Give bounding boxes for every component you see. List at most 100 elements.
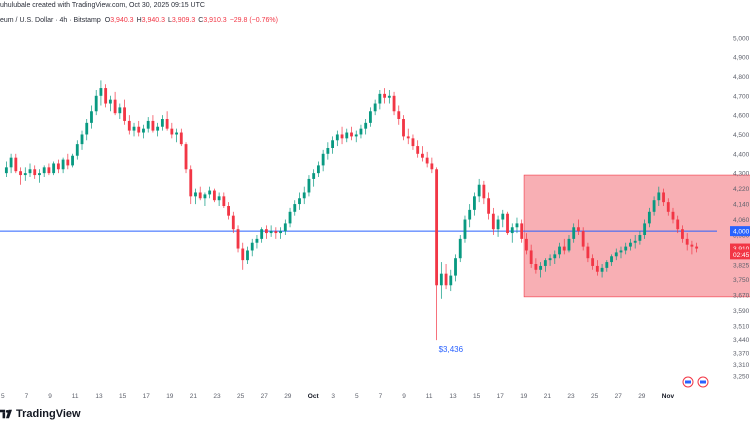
x-axis-tick-label: 25 — [237, 393, 245, 400]
candle-body — [435, 169, 439, 286]
candle-body — [222, 196, 226, 206]
candle-body — [85, 122, 89, 135]
candle-body — [600, 267, 604, 272]
candle-body — [179, 132, 183, 145]
candle-body — [56, 163, 60, 170]
candle-body — [9, 157, 13, 168]
tradingview-logo-text: TradingView — [16, 408, 81, 420]
x-axis-tick-label: 9 — [48, 393, 52, 400]
candle-body — [473, 196, 476, 210]
x-axis-tick-label: 27 — [615, 393, 623, 400]
candle-body — [496, 219, 500, 230]
x-axis-tick-label: 11 — [426, 393, 433, 400]
candle-body — [104, 88, 108, 104]
candle-body — [430, 163, 434, 170]
candle-body — [690, 244, 694, 247]
candle-body — [652, 200, 656, 212]
candle-body — [75, 144, 79, 156]
candle-body — [534, 264, 538, 270]
candle-body — [108, 99, 112, 104]
candle-body — [227, 206, 230, 216]
candle-body — [392, 95, 396, 112]
candle-body — [61, 159, 65, 170]
price-axis-tag-label: 02:45 — [733, 252, 750, 259]
economic-event-flag — [685, 380, 691, 384]
ohlc-key: H — [136, 17, 142, 24]
candle-body — [510, 227, 514, 234]
price-axis-tag — [730, 243, 750, 254]
candle-body — [142, 128, 145, 133]
level-axis-tag — [730, 226, 750, 237]
ohlc-value: 3,940.3 — [141, 17, 165, 24]
candle-body — [562, 246, 566, 251]
x-axis-tick-label: 5 — [355, 393, 359, 400]
ohlc-value: 3,909.3 — [171, 17, 196, 24]
candle-body — [302, 192, 306, 199]
candle-body — [42, 167, 46, 174]
candle-body — [425, 157, 429, 164]
candle-body — [283, 223, 287, 232]
candle-body — [463, 219, 467, 239]
x-axis-tick-label: 29 — [284, 393, 292, 400]
candle-body — [260, 229, 264, 239]
candle-body — [629, 242, 632, 247]
y-axis-tick-label: 4,220 — [733, 186, 750, 193]
x-axis-tick-label: 25 — [591, 393, 599, 400]
candle-body — [127, 120, 131, 131]
ohlc-key: L — [168, 17, 172, 24]
candle-body — [198, 192, 202, 199]
candle-body — [695, 246, 699, 249]
candle-body — [146, 120, 150, 129]
candle-body — [231, 215, 235, 230]
y-axis-tick-label: 3,750 — [733, 277, 750, 284]
range-box[interactable] — [523, 174, 750, 298]
candle-body — [468, 209, 472, 220]
candle-body — [14, 157, 18, 172]
candle-body — [47, 167, 51, 174]
candle-body — [411, 138, 415, 147]
x-axis-tick-label: 19 — [520, 393, 528, 400]
candle-body — [681, 229, 684, 239]
candle-body — [558, 246, 561, 255]
candle-body — [71, 155, 74, 166]
x-axis-tick-label: 15 — [473, 393, 481, 400]
y-axis-tick-label: 4,140 — [733, 202, 750, 209]
ohlc-value: 3,910.3 — [203, 17, 227, 24]
candle-body — [543, 260, 547, 266]
candle-body — [156, 126, 160, 131]
candle-body — [619, 250, 623, 253]
tradingview-logo-icon — [0, 409, 12, 419]
candle-body — [449, 275, 453, 286]
price-axis-tag — [730, 249, 750, 260]
x-axis-tick-label: 19 — [166, 393, 174, 400]
candle-body — [212, 190, 216, 201]
candle-body — [298, 198, 301, 205]
tradingview-logo[interactable]: TradingView — [0, 408, 81, 420]
candle-body — [354, 134, 358, 137]
candle-body — [421, 153, 424, 158]
candle-body — [90, 111, 93, 123]
candle-body — [643, 223, 647, 235]
economic-event-flag — [700, 380, 706, 384]
candle-body — [66, 159, 70, 166]
x-axis-tick-label: 11 — [72, 393, 79, 400]
candle-body — [99, 88, 103, 96]
candle-body — [416, 146, 420, 154]
candle-body — [520, 223, 524, 239]
candle-body — [553, 254, 557, 259]
candle-body — [264, 229, 268, 234]
y-axis-tick-label: 4,600 — [733, 113, 750, 120]
symbol-name[interactable]: eum / U.S. Dollar · 4h · Bitstamp — [0, 17, 101, 24]
candle-body — [614, 252, 618, 257]
candle-body — [335, 134, 339, 141]
x-axis-tick-label: 17 — [497, 393, 505, 400]
ohlc-value: 3,940.3 — [110, 17, 134, 24]
candle-body — [113, 99, 117, 114]
candle-body — [529, 250, 533, 264]
candle-body — [378, 93, 382, 104]
level-axis-tag-label: 4,000 — [733, 229, 750, 236]
y-axis-tick-label: 4,900 — [733, 55, 750, 62]
candle-body — [685, 238, 689, 245]
candle-body — [491, 213, 495, 230]
